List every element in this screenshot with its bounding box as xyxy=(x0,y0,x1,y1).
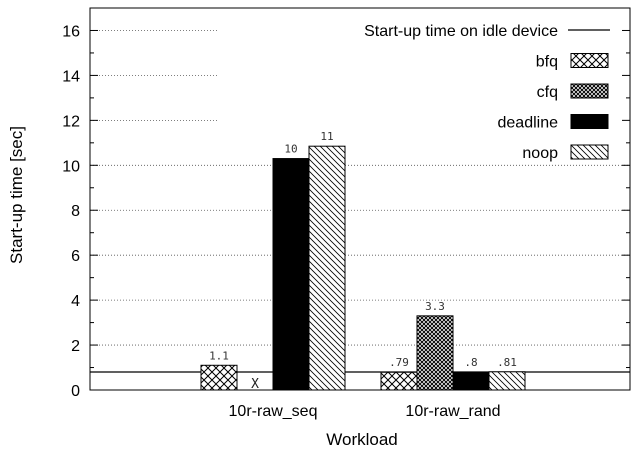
y-tick-label: 6 xyxy=(71,248,80,265)
legend-label: deadline xyxy=(498,115,559,132)
y-axis-label: Start-up time [sec] xyxy=(7,126,26,264)
legend-label: Start-up time on idle device xyxy=(364,23,558,40)
bar xyxy=(416,315,454,391)
plot-frame xyxy=(89,7,631,391)
legend-swatch xyxy=(570,144,609,160)
y-tick-label: 12 xyxy=(62,113,80,130)
legend-label: bfq xyxy=(536,54,558,71)
missing-value-mark: X xyxy=(251,377,259,392)
y-tick-label: 0 xyxy=(71,383,80,400)
legend-swatch xyxy=(570,53,609,68)
bars xyxy=(200,145,526,391)
bar xyxy=(200,364,238,391)
data-label: 11 xyxy=(320,130,333,143)
data-label: 1.1 xyxy=(209,349,229,362)
x-tick-label: 10r-raw_rand xyxy=(405,403,500,420)
data-labels: 1.1 X 10 11 .79 3.3 .8 .81 xyxy=(209,130,517,392)
bar xyxy=(488,371,526,391)
grid-lines xyxy=(90,30,630,346)
data-label: 10 xyxy=(284,143,297,156)
legend-swatch xyxy=(570,114,609,129)
x-tick-label: 10r-raw_seq xyxy=(229,403,318,420)
bar xyxy=(380,371,418,391)
axes: 0 2 4 6 8 10 12 14 16 10r-raw_seq 10r-raw_rand xyxy=(62,7,631,420)
y-tick-label: 16 xyxy=(62,23,80,40)
y-tick-label: 2 xyxy=(71,338,80,355)
legend: Start-up time on idle device bfq cfq deadli… xyxy=(364,23,610,162)
data-label: .8 xyxy=(464,356,477,369)
y-tick-label: 14 xyxy=(62,68,80,85)
data-label: 3.3 xyxy=(425,300,445,313)
legend-label: noop xyxy=(522,145,558,162)
bar xyxy=(452,371,490,391)
legend-label: cfq xyxy=(537,84,558,101)
data-label: .79 xyxy=(389,356,409,369)
y-tick-label: 8 xyxy=(71,203,80,220)
legend-swatch xyxy=(570,83,609,99)
bar xyxy=(308,145,346,391)
data-label: .81 xyxy=(497,356,517,369)
y-tick-label: 10 xyxy=(62,158,80,175)
x-axis-label: Workload xyxy=(326,430,398,449)
y-tick-label: 4 xyxy=(71,293,80,310)
bar xyxy=(272,158,310,391)
